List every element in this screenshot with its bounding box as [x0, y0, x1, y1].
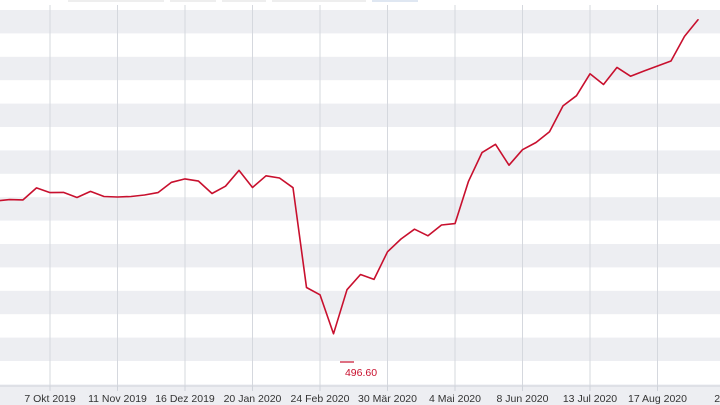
grid-band: [0, 337, 720, 361]
x-tick-label: 8 Jun 2020: [497, 393, 549, 405]
grid-band: [0, 384, 720, 405]
min-value-label: 496.60: [345, 367, 377, 379]
min-marker: 496.60: [340, 361, 377, 379]
x-tick-label: 7 Okt 2019: [24, 393, 76, 405]
x-tick-label: 4 Mai 2020: [429, 393, 481, 405]
x-tick-label: 11 Nov 2019: [88, 393, 147, 405]
top-button-strip: [68, 0, 418, 2]
series-line: [0, 18, 699, 335]
grid-band: [0, 103, 720, 127]
x-tick-label: 20 Jan 2020: [224, 393, 282, 405]
grid-band: [0, 244, 720, 268]
grid-band: [0, 150, 720, 174]
grid-band: [0, 10, 720, 34]
vertical-grid-lines: [49, 5, 658, 386]
x-tick-label: 21 S: [714, 393, 720, 405]
grid-bands: [0, 10, 720, 405]
x-tick-label: 30 Mär 2020: [358, 393, 417, 405]
x-tick-label: 13 Jul 2020: [563, 393, 617, 405]
grid-band: [0, 197, 720, 221]
x-tick-label: 24 Feb 2020: [291, 393, 350, 405]
x-axis-ticks: 7 Okt 2019 11 Nov 2019 16 Dez 2019 20 Jan 2…: [24, 386, 720, 405]
x-tick-label: 16 Dez 2019: [155, 393, 215, 405]
grid-band: [0, 290, 720, 315]
grid-band: [0, 56, 720, 81]
x-tick-label: 17 Aug 2020: [628, 393, 687, 405]
